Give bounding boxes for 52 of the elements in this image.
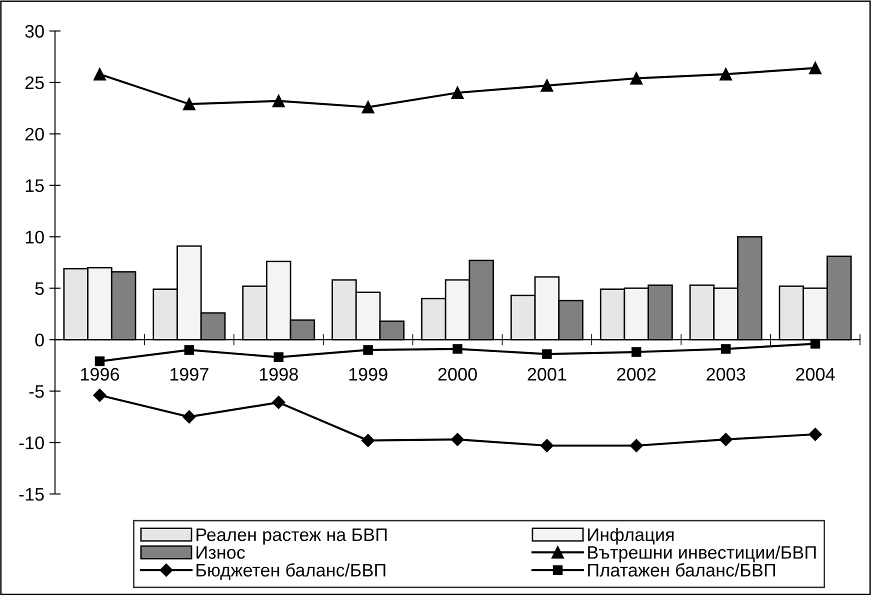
point: [450, 432, 464, 446]
point: [362, 100, 374, 114]
y-tick-label: 10: [26, 230, 44, 244]
point: [184, 345, 194, 355]
point: [452, 344, 462, 354]
x-tick-label: 2003: [706, 368, 746, 381]
legend-label: Износ: [196, 546, 245, 559]
y-tick-label: 15: [26, 179, 44, 192]
point: [809, 62, 822, 74]
y-tick-label: 25: [25, 76, 44, 90]
point: [451, 86, 464, 99]
x-tick-label: 2004: [796, 368, 835, 381]
point: [182, 98, 196, 110]
point: [540, 79, 554, 92]
legend-label: Платажен баланс/БВП: [588, 563, 776, 577]
point: [632, 347, 642, 357]
point: [274, 352, 284, 362]
y-tick-label: -10: [19, 436, 44, 450]
y-tick-label: -15: [19, 488, 44, 501]
y-tick-label: 20: [25, 128, 44, 141]
point: [719, 432, 732, 446]
legend-label: Инфлация: [588, 528, 674, 545]
y-tick-label: 0: [35, 334, 44, 346]
x-tick-label: 2001: [528, 368, 566, 381]
x-tick-label: 1999: [349, 368, 388, 381]
point: [272, 396, 286, 410]
point: [363, 345, 373, 355]
x-tick-label: 2002: [617, 368, 656, 381]
y-tick-label: 5: [35, 282, 44, 295]
point: [93, 68, 106, 80]
y-tick-label: 30: [25, 24, 44, 38]
point: [720, 68, 732, 80]
point: [94, 356, 105, 366]
x-tick-label: 1997: [170, 368, 208, 381]
legend-label: Реален растеж на БВП: [196, 528, 387, 545]
x-tick-label: 1998: [260, 368, 298, 381]
point: [542, 349, 552, 359]
point: [540, 439, 554, 452]
y-tick-label: -5: [29, 385, 44, 398]
point: [808, 428, 822, 441]
point: [630, 439, 643, 452]
point: [182, 410, 196, 424]
x-tick-label: 1996: [81, 368, 120, 381]
legend-label: Бюджетен баланс/БВП: [196, 563, 386, 580]
x-tick-label: 2000: [438, 368, 477, 381]
point: [720, 344, 731, 354]
point: [810, 338, 820, 349]
point: [361, 434, 375, 448]
legend-label: Вътрешни инвестиции/БВП: [588, 546, 816, 562]
point: [630, 72, 643, 85]
point: [272, 94, 285, 108]
point: [93, 388, 106, 402]
